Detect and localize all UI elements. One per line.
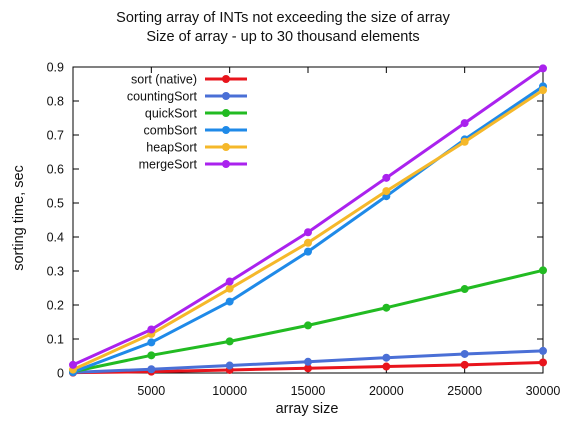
x-tick-label: 25000 [447,384,482,398]
y-tick-label: 0.3 [47,265,64,279]
data-point [460,349,469,358]
y-tick-label: 0.7 [47,129,64,143]
legend-label: countingSort [127,90,198,104]
data-point [382,173,391,182]
y-tick-label: 0.4 [47,231,64,245]
legend-swatch-point [222,143,230,151]
data-point [147,325,156,334]
x-tick-label: 10000 [212,384,247,398]
data-point [539,266,547,275]
legend: sort (native) countingSort quickSort combSo… [127,73,247,172]
data-point [539,64,547,73]
data-point [304,321,312,330]
data-point [460,360,469,369]
data-point [225,277,234,286]
series-line-2 [72,268,544,374]
data-point [382,362,391,371]
data-point [304,228,312,237]
data-point [539,358,547,367]
y-axis-label: sorting time, sec [11,165,27,271]
legend-label: combSort [144,124,198,138]
data-point [382,353,391,362]
x-tick-label: 20000 [369,384,404,398]
y-tick-label: 0.2 [47,299,64,313]
chart-title: Sorting array of INTs not exceeding the … [116,10,450,26]
data-point [304,364,312,373]
y-tick-label: 0.1 [47,333,64,347]
data-point [460,119,469,128]
x-tick-label: 5000 [137,384,165,398]
legend-label: heapSort [146,141,197,155]
data-point [539,86,547,95]
data-point [382,303,391,312]
data-point [225,284,234,293]
data-point [147,351,156,360]
data-point [304,357,312,366]
data-point [225,337,234,346]
y-tick-label: 0.6 [47,163,64,177]
series-line-5 [72,67,544,367]
chart-subtitle: Size of array - up to 30 thousand elemen… [146,29,419,45]
legend-swatch-point [222,109,230,117]
data-point [225,361,234,370]
data-point [304,247,312,256]
y-tick-label: 0.8 [47,95,64,109]
data-point [147,338,156,347]
data-point [382,187,391,196]
legend-label: sort (native) [131,73,197,87]
data-point [69,360,77,369]
data-point [460,137,469,146]
legend-label: quickSort [145,107,198,121]
data-point [147,365,156,374]
x-tick-label: 30000 [526,384,561,398]
y-tick-label: 0.5 [47,197,64,211]
data-point [460,285,469,294]
data-point [304,238,312,247]
data-point [539,346,547,355]
legend-swatch-point [222,160,230,168]
data-point [225,297,234,306]
y-tick-label: 0.9 [47,61,64,75]
plot-area: 0 0.1 0.2 0.3 0.4 0.5 0.6 0.7 0.8 0.9 5000 10000 150… [47,61,561,399]
y-tick-label: 0 [57,367,64,381]
legend-swatch-point [222,75,230,83]
legend-swatch-point [222,92,230,100]
x-axis-label: array size [276,401,339,417]
legend-swatch-point [222,126,230,134]
legend-label: mergeSort [139,158,198,172]
x-tick-label: 15000 [291,384,326,398]
